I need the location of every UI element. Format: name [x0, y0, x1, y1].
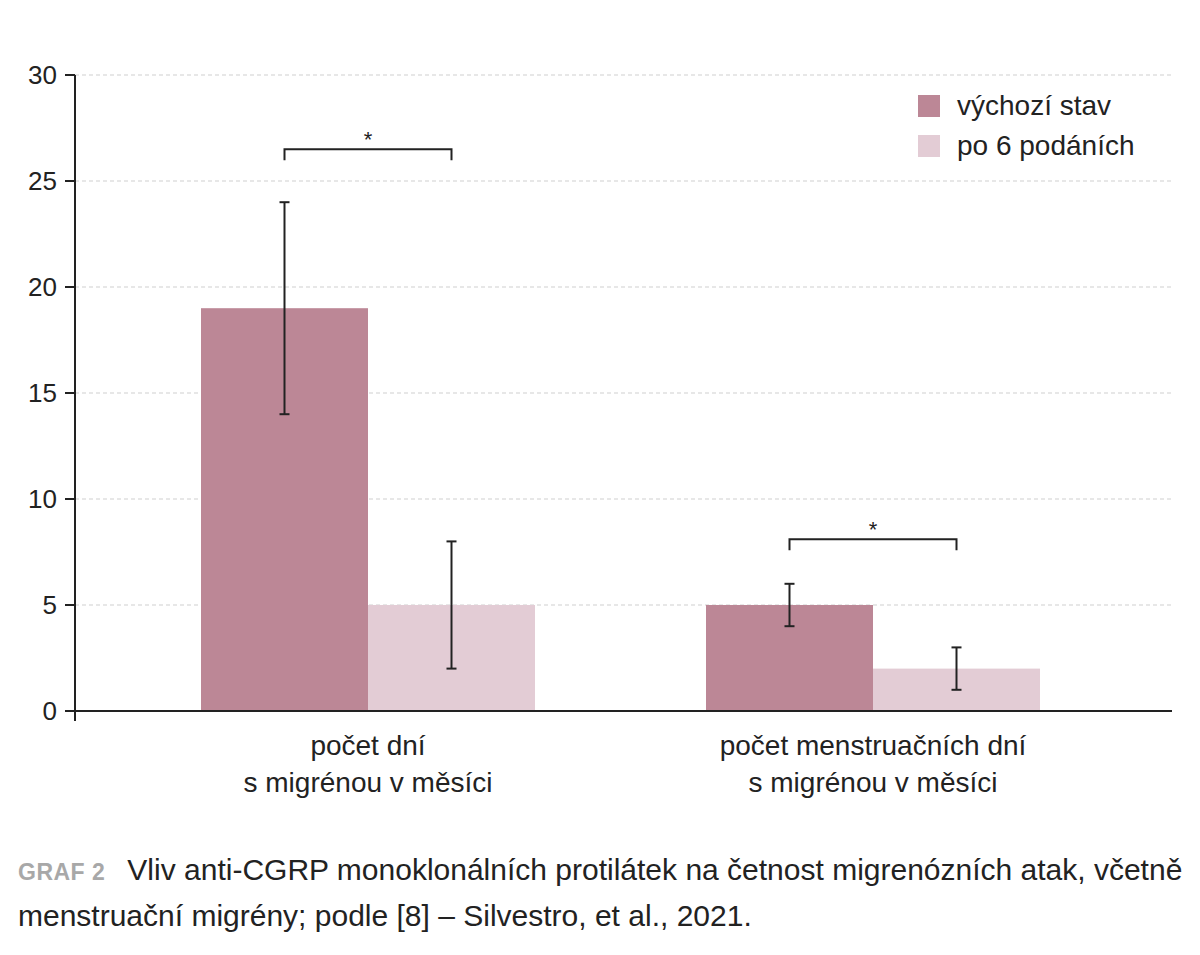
annotation: *	[869, 517, 878, 542]
tick-mark	[65, 74, 75, 76]
legend-swatch	[918, 135, 940, 157]
legend-swatch	[918, 95, 940, 117]
caption: GRAF 2Vliv anti-CGRP monoklonálních prot…	[18, 848, 1193, 938]
tick-label: 5	[43, 590, 57, 620]
category-label: počet dní s migrénou v měsíci	[244, 730, 493, 798]
x-axis	[65, 710, 1172, 712]
error-cap	[280, 201, 290, 203]
plot-area	[201, 202, 1040, 711]
error-bar	[280, 202, 290, 414]
tick-mark	[65, 286, 75, 288]
error-cap	[952, 646, 962, 648]
legend-label: po 6 podáních	[957, 130, 1135, 161]
tick-label: 15	[28, 378, 57, 408]
category-label-line: s migrénou v měsíci	[244, 767, 493, 798]
category-label: počet menstruačních dní s migrénou v měsí…	[720, 730, 1027, 798]
error-bar	[447, 541, 457, 668]
error-line	[451, 541, 453, 668]
error-cap	[785, 625, 795, 627]
category-label-line: s migrénou v měsíci	[749, 767, 998, 798]
error-bar	[785, 584, 795, 626]
tick-mark	[65, 180, 75, 182]
caption-label: GRAF 2	[18, 859, 105, 885]
error-cap	[785, 583, 795, 585]
annotation: *	[364, 127, 373, 152]
tick-label: 25	[28, 166, 57, 196]
tick-mark	[65, 392, 75, 394]
category-label-line: počet menstruačních dní	[720, 730, 1027, 761]
caption-text: Vliv anti-CGRP monoklonálních protilátek…	[18, 853, 1182, 932]
legend-label: výchozí stav	[957, 90, 1111, 121]
error-bar	[952, 647, 962, 689]
error-cap	[447, 540, 457, 542]
error-cap	[952, 689, 962, 691]
tick-mark	[65, 604, 75, 606]
tick-label: 20	[28, 272, 57, 302]
error-cap	[447, 668, 457, 670]
tick-label: 30	[28, 60, 57, 90]
tick-label: 10	[28, 484, 57, 514]
tick-mark	[65, 498, 75, 500]
grid-line	[75, 287, 1172, 288]
category-label-line: počet dní	[310, 730, 425, 761]
grid-line	[75, 75, 1172, 76]
error-line	[789, 584, 791, 626]
error-line	[956, 647, 958, 689]
error-cap	[280, 413, 290, 415]
grid-line	[75, 181, 1172, 182]
error-line	[284, 202, 286, 414]
tick-label: 0	[43, 696, 57, 726]
y-axis	[74, 75, 76, 721]
chart: 0 5 10 15 20 25 30 počet dní s migrénou v měsíci…	[0, 0, 1200, 840]
